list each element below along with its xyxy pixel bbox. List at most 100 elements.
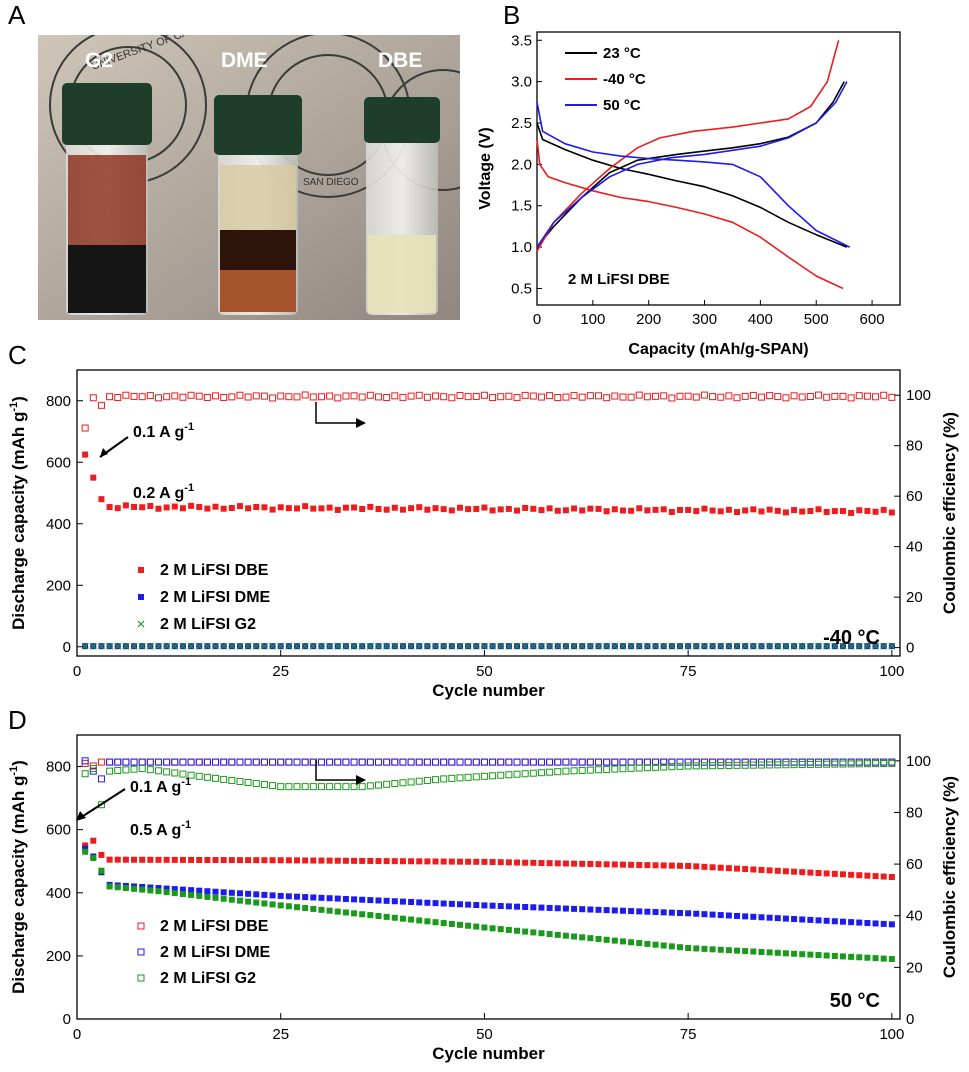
- data-point: [220, 758, 228, 766]
- data-point: [440, 642, 448, 650]
- data-point: [358, 783, 366, 791]
- data-point: [619, 758, 627, 766]
- data-point: [253, 891, 260, 898]
- data-point: [137, 620, 145, 628]
- data-point: [766, 642, 774, 650]
- data-point: [798, 758, 806, 766]
- data-point: [831, 758, 839, 766]
- data-point: [660, 392, 668, 400]
- data-point: [497, 926, 504, 933]
- data-point: [236, 758, 244, 766]
- data-point: [293, 758, 301, 766]
- data-point: [734, 865, 741, 872]
- data-point: [839, 953, 846, 960]
- data-point: [146, 766, 154, 774]
- data-point: [90, 855, 97, 862]
- data-point: [717, 864, 724, 871]
- data-point: [587, 935, 594, 942]
- data-point: [138, 765, 146, 773]
- data-point: [628, 861, 635, 868]
- data-point: [489, 772, 497, 780]
- data-point: [326, 642, 334, 650]
- data-point: [815, 506, 822, 513]
- data-point: [603, 394, 611, 402]
- data-point: [782, 394, 790, 402]
- data-point: [570, 392, 578, 400]
- data-point: [660, 642, 668, 650]
- data-point: [676, 944, 683, 951]
- data-point: [342, 857, 349, 864]
- data-point: [823, 760, 831, 768]
- data-point: [823, 952, 830, 959]
- data-point: [709, 642, 717, 650]
- y2-tick-label: 80: [906, 438, 923, 455]
- data-point: [440, 858, 447, 865]
- data-point: [522, 928, 529, 935]
- data-point: [342, 895, 349, 902]
- data-point: [636, 861, 643, 868]
- data-point: [847, 394, 855, 402]
- data-point: [774, 393, 782, 401]
- data-point: [782, 761, 790, 769]
- vial-photograph: UNIVERSITY OF CALIFORNIA SAN DIEGO G2 DM…: [38, 35, 460, 320]
- y-tick-label: 200: [46, 948, 71, 965]
- data-point: [839, 758, 847, 766]
- data-point: [880, 642, 888, 650]
- data-point: [171, 890, 178, 897]
- data-point: [538, 930, 545, 937]
- data-point: [245, 857, 252, 864]
- data-point: [579, 507, 586, 514]
- y-tick-label: 200: [46, 577, 71, 594]
- series-line-discharge: [536, 102, 851, 248]
- data-point: [399, 915, 406, 922]
- data-point: [717, 762, 725, 770]
- data-point: [856, 872, 863, 879]
- data-point: [310, 905, 317, 912]
- data-point: [375, 897, 382, 904]
- data-point: [546, 505, 553, 512]
- data-point: [530, 929, 537, 936]
- data-point: [366, 642, 374, 650]
- data-point: [505, 758, 513, 766]
- data-point: [472, 642, 480, 650]
- data-point: [350, 758, 358, 766]
- data-point: [285, 642, 293, 650]
- data-point: [692, 762, 700, 770]
- data-point: [187, 758, 195, 766]
- data-point: [513, 642, 521, 650]
- data-point: [758, 642, 765, 650]
- data-point: [872, 955, 879, 962]
- data-point: [81, 770, 89, 778]
- data-point: [635, 758, 643, 766]
- data-point: [529, 642, 537, 650]
- data-point: [831, 758, 839, 766]
- data-point: [522, 859, 529, 866]
- data-point: [847, 642, 855, 650]
- data-point: [82, 451, 89, 458]
- data-point: [220, 642, 228, 650]
- data-point: [171, 392, 179, 400]
- data-point: [147, 502, 154, 509]
- data-point: [750, 506, 757, 513]
- data-point: [171, 758, 179, 766]
- axis-pointer-arrow: [315, 760, 360, 781]
- data-point: [163, 885, 170, 892]
- data-point: [579, 934, 586, 941]
- data-point: [245, 890, 252, 897]
- data-point: [122, 642, 130, 650]
- data-point: [391, 914, 398, 921]
- data-point: [260, 781, 268, 789]
- data-point: [774, 761, 782, 769]
- data-point: [489, 642, 496, 650]
- data-point: [537, 393, 545, 401]
- data-point: [481, 924, 488, 931]
- data-point: [473, 858, 480, 865]
- data-point: [480, 758, 488, 766]
- data-point: [652, 909, 659, 916]
- series-line-charge: [536, 40, 840, 252]
- series-line-discharge: [536, 122, 848, 248]
- data-point: [587, 505, 594, 512]
- data-point: [456, 858, 463, 865]
- data-point: [252, 642, 260, 650]
- data-point: [815, 758, 823, 766]
